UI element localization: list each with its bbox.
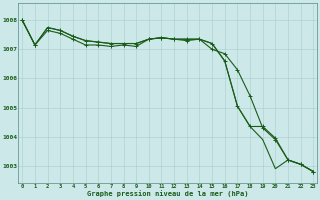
X-axis label: Graphe pression niveau de la mer (hPa): Graphe pression niveau de la mer (hPa) xyxy=(87,190,249,197)
